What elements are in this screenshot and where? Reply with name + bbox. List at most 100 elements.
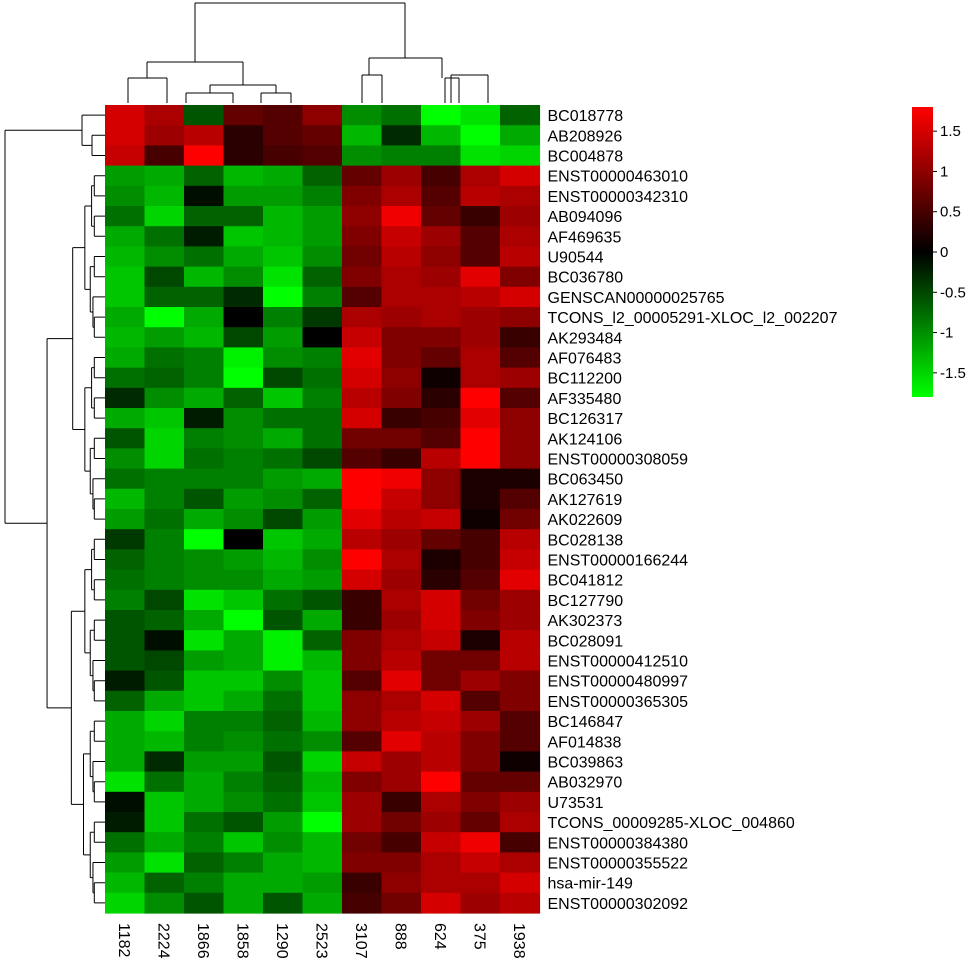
heatmap-cell (342, 892, 383, 914)
heatmap-cell (460, 892, 501, 914)
heatmap-cell (263, 771, 304, 793)
heatmap-cell (263, 226, 304, 247)
heatmap-cell (421, 670, 462, 692)
heatmap-cell (381, 529, 422, 550)
heatmap-cell (381, 791, 422, 813)
heatmap-cell (381, 327, 422, 348)
heatmap-cell (421, 509, 462, 530)
heatmap-cell (460, 105, 501, 126)
heatmap-cell (381, 185, 422, 207)
heatmap-cell (381, 690, 422, 712)
heatmap-cell (381, 509, 422, 530)
heatmap-cell (381, 569, 422, 591)
row-label: BC028091 (548, 633, 624, 650)
row-label: AB094096 (548, 209, 623, 226)
heatmap-cell (223, 711, 264, 732)
heatmap-cell (460, 711, 501, 732)
row-label: GENSCAN00000025765 (548, 290, 725, 307)
heatmap-cell (302, 812, 343, 833)
heatmap-cell (302, 327, 343, 348)
heatmap-cell (184, 488, 225, 510)
heatmap-cell (302, 367, 343, 389)
heatmap-cell (223, 751, 264, 773)
heatmap-cell (302, 711, 343, 732)
heatmap-cell (342, 165, 383, 187)
heatmap-cell (302, 448, 343, 470)
heatmap-cell (144, 347, 185, 369)
heatmap-cell (460, 650, 501, 672)
heatmap-cell (500, 428, 541, 449)
heatmap-cell (500, 892, 541, 914)
heatmap-cell (105, 791, 146, 813)
heatmap-cell (421, 428, 462, 449)
heatmap-cell (263, 812, 304, 833)
heatmap-cell (263, 105, 304, 126)
heatmap-cell (144, 791, 185, 813)
heatmap-cell (460, 589, 501, 611)
heatmap-cell (223, 145, 264, 167)
heatmap-cell (421, 408, 462, 429)
heatmap-cell (105, 852, 146, 874)
heatmap-cell (223, 529, 264, 550)
row-label: AF469635 (548, 229, 622, 246)
heatmap-cell (381, 206, 422, 227)
heatmap-cell (105, 529, 146, 550)
heatmap-cell (184, 185, 225, 207)
heatmap-cell (302, 185, 343, 207)
heatmap-cell (184, 246, 225, 268)
heatmap-cell (105, 549, 146, 571)
row-dendrogram (4, 114, 105, 904)
heatmap-cell (421, 832, 462, 853)
heatmap-cell (223, 286, 264, 308)
heatmap-cell (460, 549, 501, 571)
row-label: AK302373 (548, 613, 623, 630)
heatmap-cell (302, 105, 343, 126)
row-label: AK022609 (548, 512, 623, 529)
column-label: 2224 (154, 923, 171, 959)
column-label: 375 (470, 923, 487, 950)
heatmap-cell (223, 185, 264, 207)
heatmap-cell (223, 468, 264, 490)
heatmap-cell (105, 408, 146, 429)
heatmap-cell (184, 751, 225, 773)
heatmap-cell (460, 812, 501, 833)
heatmap-cell (184, 711, 225, 732)
heatmap-cell (223, 589, 264, 611)
heatmap-cell (184, 307, 225, 328)
heatmap-cell (381, 488, 422, 510)
row-label: AB032970 (548, 775, 623, 792)
heatmap-cell (460, 509, 501, 530)
heatmap-cell (302, 589, 343, 611)
heatmap-cell (144, 630, 185, 651)
heatmap-cell (223, 387, 264, 409)
heatmap-cell (342, 367, 383, 389)
heatmap-cell (302, 630, 343, 651)
heatmap-cell (460, 771, 501, 793)
heatmap-cell (223, 690, 264, 712)
heatmap-cell (342, 266, 383, 288)
heatmap-cell (342, 771, 383, 793)
heatmap-cell (105, 145, 146, 167)
heatmap-cell (302, 266, 343, 288)
heatmap-cell (144, 832, 185, 853)
heatmap-cell (381, 428, 422, 449)
heatmap-cell (263, 569, 304, 591)
heatmap-cell (460, 347, 501, 369)
column-label: 2523 (312, 923, 329, 959)
row-label: AK293484 (548, 330, 623, 347)
heatmap-cell (342, 569, 383, 591)
column-dendrogram (127, 2, 489, 103)
heatmap-cell (263, 832, 304, 853)
heatmap-cell (500, 408, 541, 429)
heatmap-cell (460, 428, 501, 449)
heatmap-cell (223, 165, 264, 187)
heatmap-cell (500, 610, 541, 631)
heatmap-cell (144, 408, 185, 429)
heatmap-cell (421, 812, 462, 833)
heatmap-cell (144, 690, 185, 712)
heatmap-cell (460, 529, 501, 550)
heatmap-cell (302, 387, 343, 409)
row-label: ENST00000480997 (548, 674, 689, 691)
heatmap-cell (342, 347, 383, 369)
column-label: 888 (391, 923, 408, 950)
